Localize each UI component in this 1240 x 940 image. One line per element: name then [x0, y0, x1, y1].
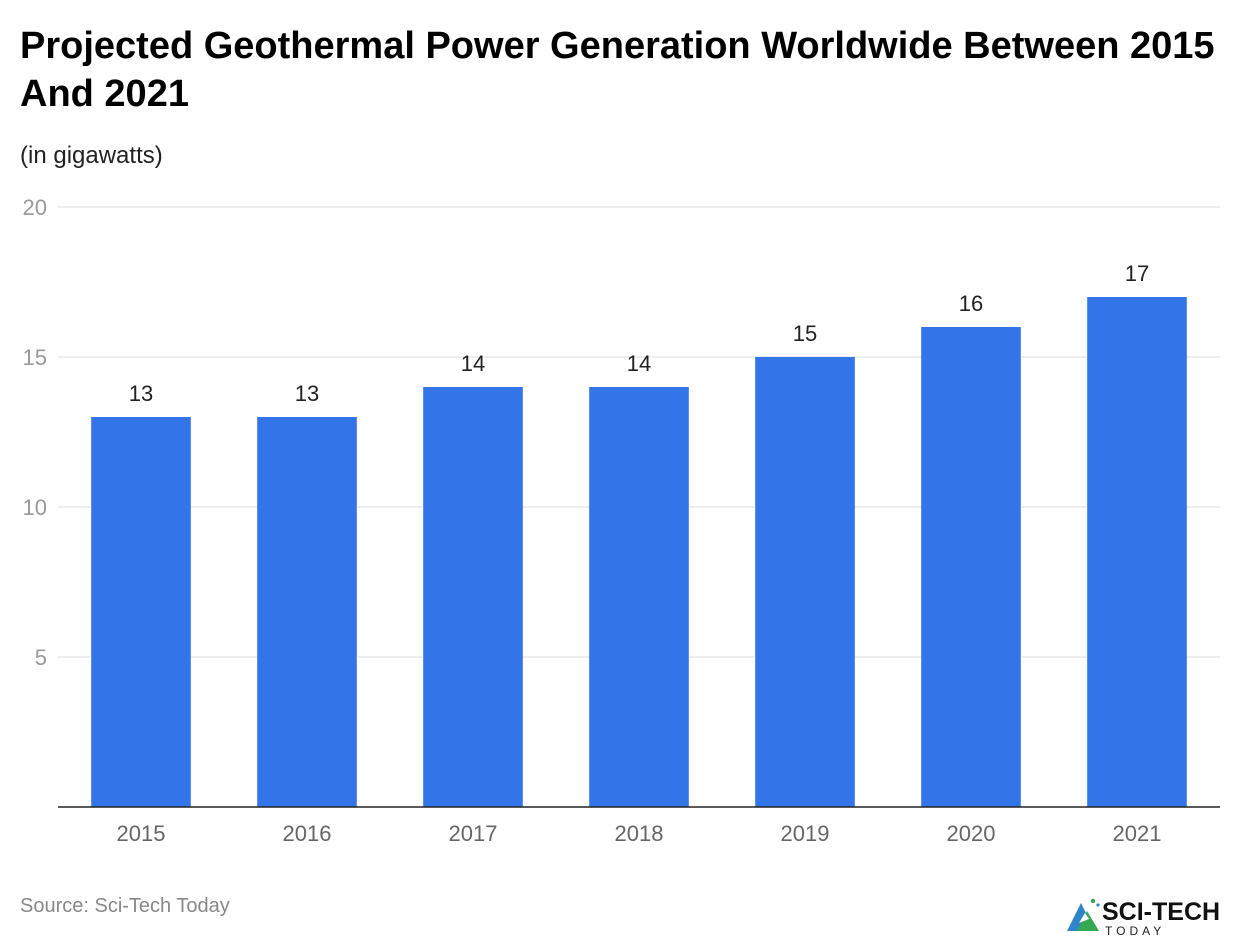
bar-2015 — [91, 417, 191, 807]
x-tick-label-2017: 2017 — [449, 821, 498, 846]
x-tick-label-2020: 2020 — [947, 821, 996, 846]
y-tick-label: 5 — [35, 645, 47, 670]
bar-value-label-2015: 13 — [129, 381, 153, 406]
bar-value-labels: 13 13 14 14 15 16 17 — [129, 261, 1149, 406]
x-tick-label-2019: 2019 — [781, 821, 830, 846]
bar-2021 — [1087, 297, 1187, 807]
bar-value-label-2017: 14 — [461, 351, 485, 376]
mountain-arrow-logo-icon — [1067, 898, 1100, 931]
bar-value-label-2016: 13 — [295, 381, 319, 406]
bar-value-label-2019: 15 — [793, 321, 817, 346]
bar-2018 — [589, 387, 689, 807]
source-note: Source: Sci-Tech Today — [20, 895, 230, 917]
bars — [91, 297, 1187, 807]
bar-2016 — [257, 417, 357, 807]
gridlines — [58, 206, 1220, 658]
bar-value-label-2018: 14 — [627, 351, 651, 376]
x-tick-label-2015: 2015 — [117, 821, 166, 846]
y-tick-label: 10 — [23, 495, 47, 520]
chart-title: Projected Geothermal Power Generation Wo… — [20, 25, 1215, 115]
logo-main-text: SCI-TECH — [1102, 898, 1220, 926]
x-tick-label-2018: 2018 — [615, 821, 664, 846]
sci-tech-today-logo: SCI-TECH TODAY — [1067, 898, 1220, 937]
bar-2019 — [755, 357, 855, 807]
logo-sub-text: TODAY — [1105, 924, 1165, 937]
bar-value-label-2021: 17 — [1125, 261, 1149, 286]
y-axis-tick-labels: 5 10 15 20 — [23, 195, 47, 670]
y-tick-label: 15 — [23, 345, 47, 370]
y-tick-label: 20 — [23, 195, 47, 220]
chart-subtitle: (in gigawatts) — [20, 142, 163, 169]
bar-2017 — [423, 387, 523, 807]
x-tick-label-2016: 2016 — [283, 821, 332, 846]
x-tick-label-2021: 2021 — [1113, 821, 1162, 846]
x-axis-tick-labels: 2015 2016 2017 2018 2019 2020 2021 — [117, 821, 1162, 846]
bar-value-label-2020: 16 — [959, 291, 983, 316]
bar-2020 — [921, 327, 1021, 807]
